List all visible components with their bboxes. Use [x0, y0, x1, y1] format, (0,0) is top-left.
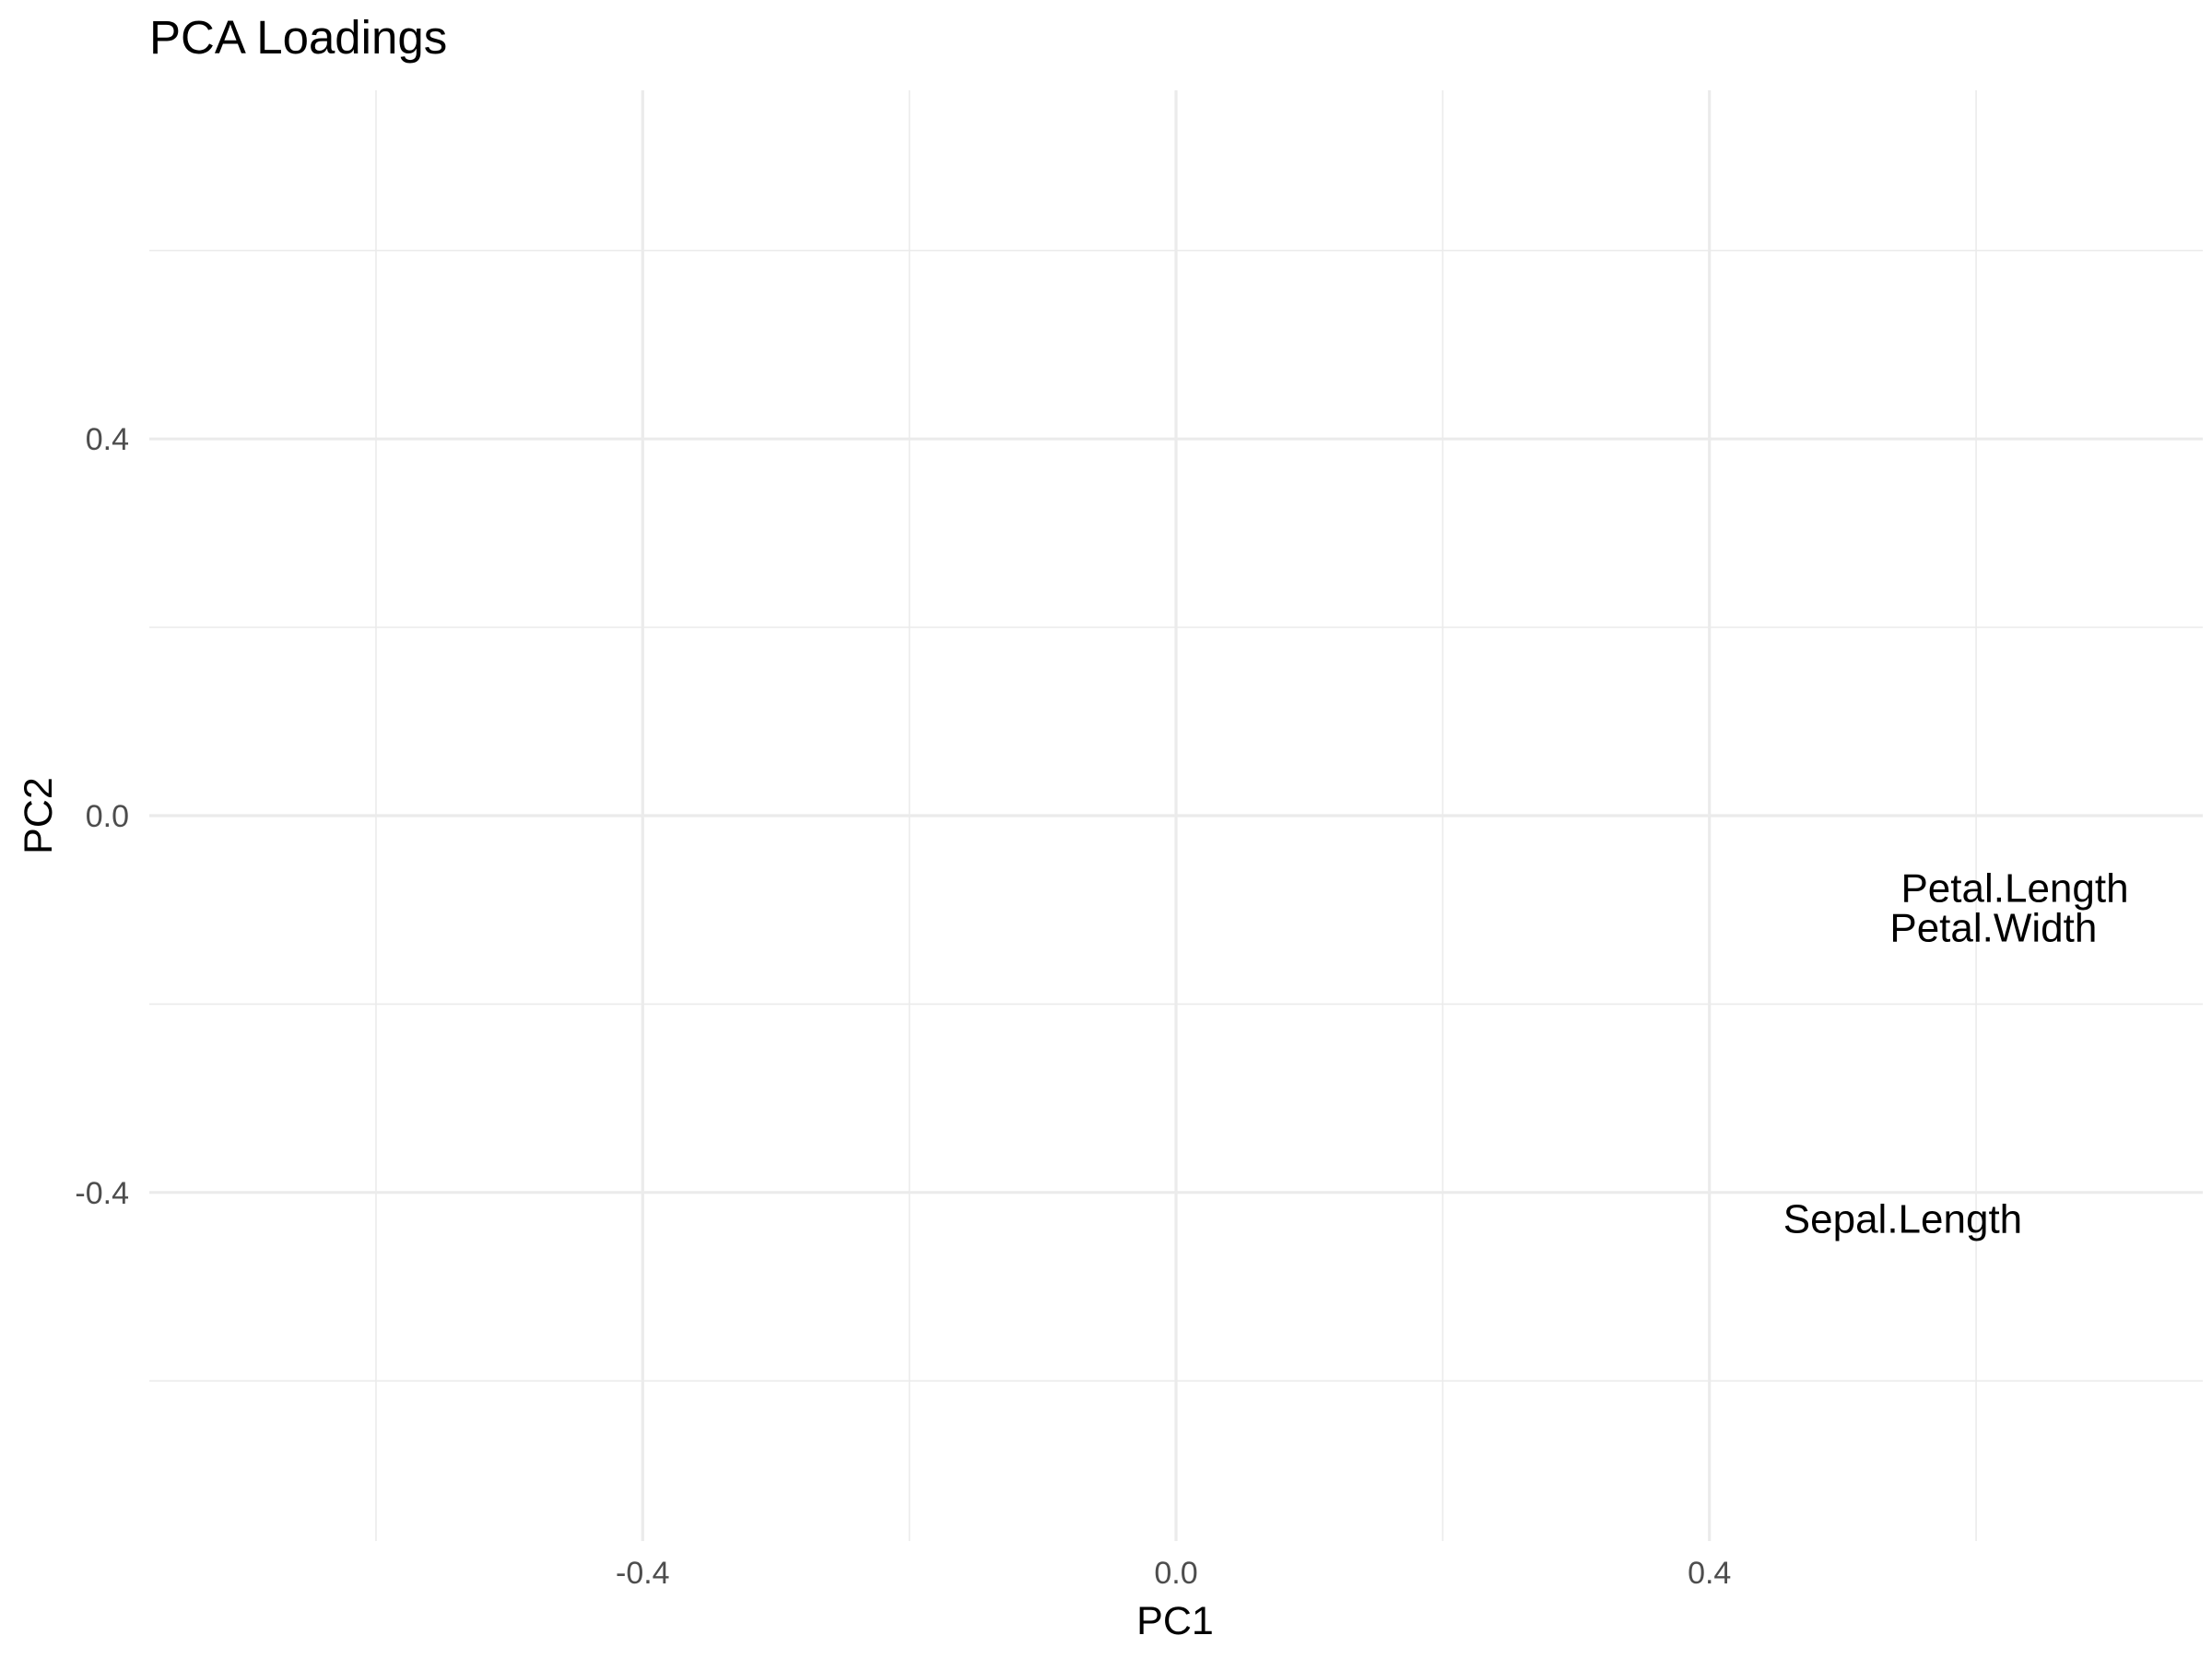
x-tick-label: -0.4 — [616, 1556, 670, 1591]
y-tick-label: -0.4 — [75, 1176, 129, 1211]
x-tick-labels: -0.4 0.0 0.4 — [616, 1556, 1731, 1591]
y-axis-title: PC2 — [17, 777, 61, 854]
y-tick-label: 0.0 — [86, 799, 129, 834]
x-tick-label: 0.0 — [1154, 1556, 1197, 1591]
loading-label: Sepal.Length — [1783, 1196, 2022, 1241]
chart-title: PCA Loadings — [149, 11, 447, 64]
x-tick-label: 0.4 — [1688, 1556, 1731, 1591]
y-tick-labels: -0.4 0.0 0.4 — [75, 422, 129, 1211]
major-gridlines — [149, 90, 2203, 1541]
x-axis-title: PC1 — [1136, 1599, 1214, 1643]
y-tick-label: 0.4 — [86, 422, 129, 457]
loading-label: Petal.Length — [1900, 866, 2128, 912]
loading-label: Petal.Width — [1889, 906, 2097, 951]
